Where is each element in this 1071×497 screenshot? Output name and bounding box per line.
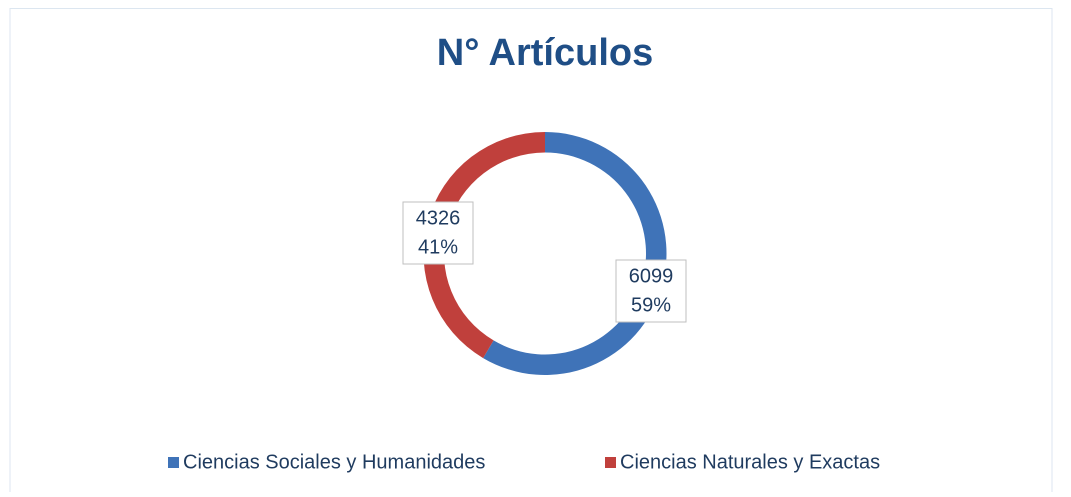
data-label-percent: 41% xyxy=(418,236,458,258)
data-label-box xyxy=(402,201,474,265)
legend-label: Ciencias Sociales y Humanidades xyxy=(183,451,485,473)
donut-segment xyxy=(423,132,545,359)
legend-swatch xyxy=(168,457,179,468)
legend-swatch xyxy=(605,457,616,468)
data-label-percent: 59% xyxy=(631,294,671,316)
chart-title: N° Artículos xyxy=(437,32,653,74)
data-label-value: 6099 xyxy=(629,265,674,287)
legend-label: Ciencias Naturales y Exactas xyxy=(620,451,880,473)
chart-border xyxy=(9,8,1053,492)
data-label-box xyxy=(615,259,687,323)
data-label-value: 4326 xyxy=(416,207,461,229)
donut-segment xyxy=(483,132,667,375)
